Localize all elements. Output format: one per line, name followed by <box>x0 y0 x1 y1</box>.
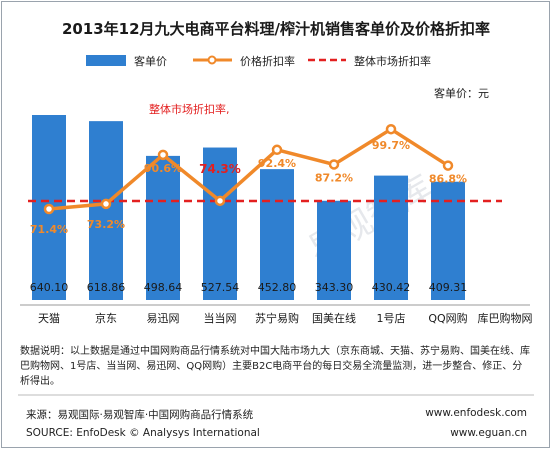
legend-line-marker <box>207 55 217 65</box>
x-tick-0: 天猫 <box>38 312 60 325</box>
rate-label-7: 86.8% <box>429 173 467 186</box>
source-en: SOURCE: EnfoDesk © Analysys Internationa… <box>26 427 260 439</box>
bar-3 <box>203 147 237 300</box>
x-tick-6: 1号店 <box>377 311 406 325</box>
bar-value-label-6: 430.42 <box>372 281 411 294</box>
x-tick-4: 苏宁易购 <box>255 311 299 325</box>
bar-value-label-4: 452.80 <box>258 281 297 294</box>
legend-bar-swatch <box>86 55 126 66</box>
market-discount-annotation: 整体市场折扣率, <box>149 102 230 116</box>
discount-rate-line <box>48 127 449 211</box>
bar-5 <box>317 200 351 300</box>
bar-value-label-3: 527.54 <box>201 281 240 294</box>
bar-value-labels: 640.10 618.86 498.64 527.54 452.80 343.30 430.… <box>30 281 468 294</box>
x-tick-8: 库巴购物网 <box>478 311 533 325</box>
rate-marker-0 <box>43 203 55 215</box>
legend-line-label: 价格折扣率 <box>240 54 295 68</box>
chart-title: 2013年12月九大电商平台料理/榨汁机销售客单价及价格折扣率 <box>62 20 490 38</box>
footer-url-2: www.eguan.cn <box>450 427 527 439</box>
legend-ref-label: 整体市场折扣率 <box>354 54 431 68</box>
rate-marker-5 <box>328 159 340 170</box>
x-tick-1: 京东 <box>95 311 117 325</box>
rate-label-6: 99.7% <box>372 139 410 152</box>
x-tick-3: 当当网 <box>204 311 237 325</box>
bar-4 <box>260 169 294 300</box>
x-tick-5: 国美在线 <box>312 311 356 325</box>
footer-url-1: www.enfodesk.com <box>425 407 527 419</box>
rate-marker-6 <box>385 123 397 135</box>
discount-rate-labels: 71.4% 73.2% 90.6% 74.3% 92.4% 87.2% 99.7% 86.8% <box>30 139 467 236</box>
bar-value-label-1: 618.86 <box>87 281 126 294</box>
bar-value-label-2: 498.64 <box>144 281 183 294</box>
rate-label-5: 87.2% <box>315 171 353 184</box>
bar-value-label-7: 409.31 <box>429 281 468 294</box>
data-description: 数据说明：以上数据是通过中国网购商品行情系统对中国大陆市场九大（京东商城、天猫、… <box>20 346 530 387</box>
bar-2 <box>146 155 180 300</box>
rate-marker-4 <box>271 144 283 156</box>
bar-1 <box>89 121 123 300</box>
rate-label-0: 71.4% <box>30 223 68 236</box>
rate-marker-7 <box>442 160 454 171</box>
rate-marker-1 <box>100 198 112 210</box>
bar-value-label-5: 343.30 <box>315 281 354 294</box>
x-tick-7: QQ网购 <box>428 311 467 325</box>
source-cn: 来源：易观国际·易观智库·中国网购商品行情系统 <box>26 409 254 421</box>
rate-label-2: 90.6% <box>144 162 182 175</box>
bar-6 <box>374 175 408 300</box>
rate-label-1: 73.2% <box>87 218 125 231</box>
x-axis-tick-labels: 天猫 京东 易迅网 当当网 苏宁易购 国美在线 1号店 QQ网购 库巴购物网 <box>38 311 533 325</box>
rate-marker-2 <box>157 149 169 161</box>
x-tick-2: 易迅网 <box>147 312 180 325</box>
rate-marker-3 <box>214 195 226 207</box>
discount-rate-markers <box>43 123 454 215</box>
unit-label: 客单价：元 <box>434 86 489 100</box>
bar-value-label-0: 640.10 <box>30 281 69 294</box>
rate-label-4: 92.4% <box>258 157 296 170</box>
legend-bar-label: 客单价 <box>134 54 167 68</box>
rate-label-3: 74.3% <box>199 162 241 176</box>
